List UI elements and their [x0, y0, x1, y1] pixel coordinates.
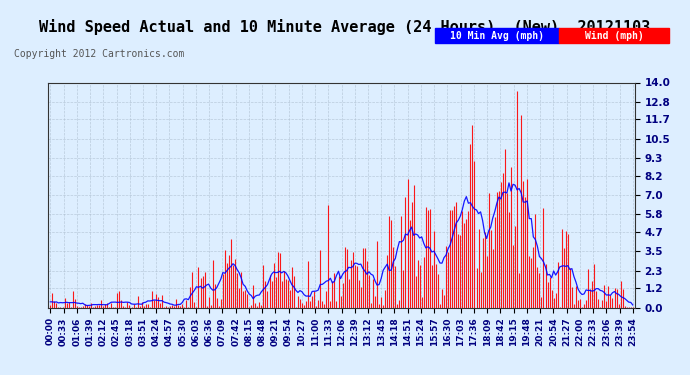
Text: 10 Min Avg (mph): 10 Min Avg (mph)	[450, 31, 544, 40]
Text: Wind Speed Actual and 10 Minute Average (24 Hours)  (New)  20121103: Wind Speed Actual and 10 Minute Average …	[39, 19, 651, 35]
Text: Wind (mph): Wind (mph)	[584, 31, 644, 40]
Text: Copyright 2012 Cartronics.com: Copyright 2012 Cartronics.com	[14, 49, 184, 59]
